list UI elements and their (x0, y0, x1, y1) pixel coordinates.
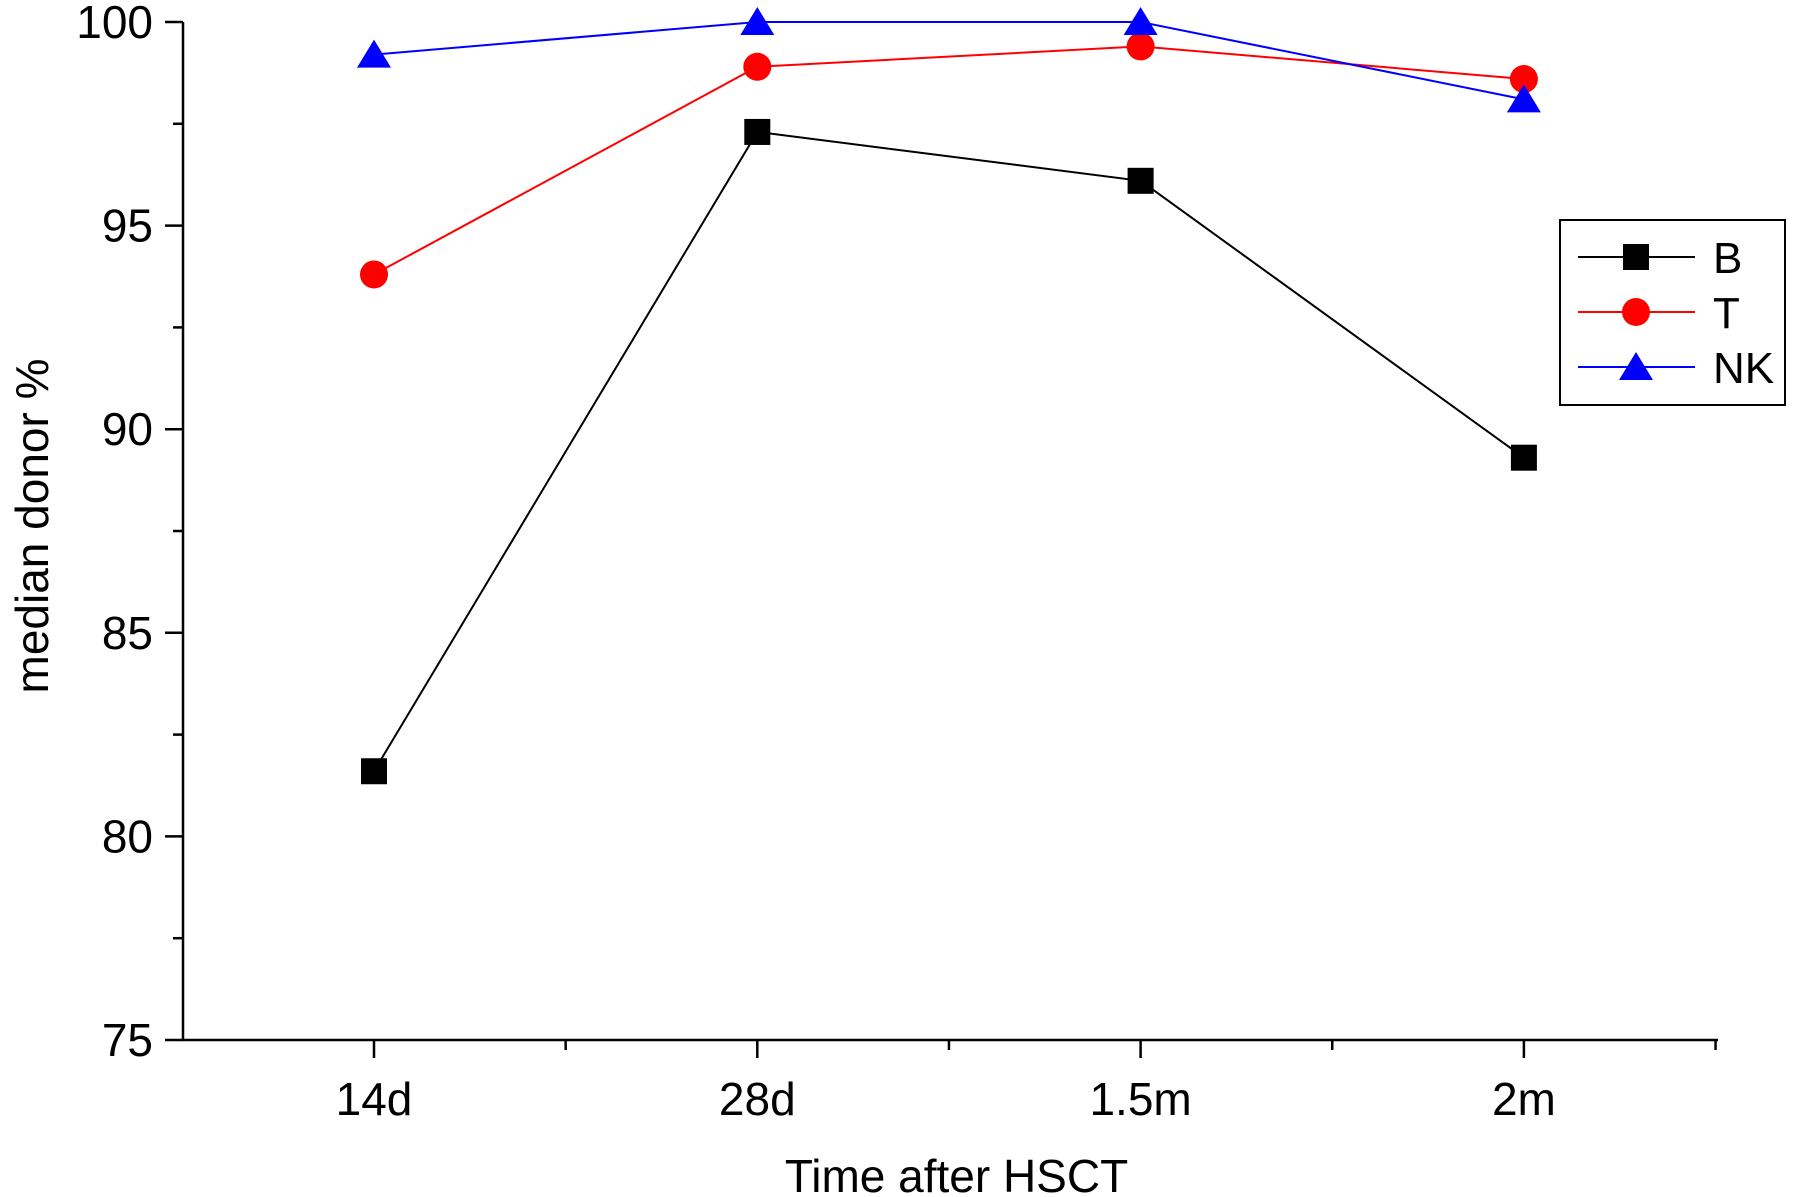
data-point-t (360, 260, 388, 289)
axes: 75 80 85 90 95 100 14d 28d 1.5m 2m (76, 0, 1718, 1125)
series-nk (357, 7, 1541, 113)
legend: BT NK (1559, 219, 1786, 406)
legend-label: NK (1713, 344, 1774, 393)
series-line-b (373, 130, 1525, 772)
data-point-t (1509, 65, 1538, 94)
series-line-nk (373, 21, 1525, 101)
data-point-b (1127, 167, 1154, 194)
legend-item-b: B (1578, 234, 1742, 283)
y-tick-label: 80 (102, 810, 153, 862)
legend-swatch-marker (1622, 298, 1650, 326)
data-point-t (743, 52, 772, 81)
y-tick-label: 75 (102, 1014, 153, 1066)
y-tick-label: 100 (76, 0, 153, 48)
series-b (361, 118, 1537, 785)
data-point-b (1510, 444, 1537, 471)
y-axis-title: median donor % (6, 359, 58, 694)
series-t (360, 32, 1538, 289)
data-point-b (361, 758, 387, 785)
legend-swatch-marker (1623, 244, 1649, 270)
x-tick-label: 2m (1492, 1073, 1556, 1125)
data-point-b (744, 118, 771, 145)
x-tick-label: 1.5m (1089, 1073, 1191, 1125)
data-point-nk (1123, 7, 1158, 35)
series-line-t (373, 45, 1524, 276)
series-layer (357, 7, 1541, 785)
y-tick-label: 85 (102, 607, 153, 659)
x-tick-label: 28d (719, 1073, 796, 1125)
legend-item-t: T (1578, 289, 1740, 338)
legend-item-nk: NK (1578, 344, 1774, 393)
x-axis-title: Time after HSCT (785, 1150, 1128, 1197)
data-point-nk (357, 39, 391, 68)
legend-label: T (1713, 289, 1740, 338)
data-point-nk (1506, 84, 1541, 113)
x-tick-label: 14d (336, 1073, 413, 1125)
y-tick-label: 90 (102, 403, 153, 455)
legend-label: B (1713, 234, 1742, 283)
data-point-nk (740, 7, 775, 35)
y-tick-label: 95 (102, 200, 153, 252)
legend-swatch-marker (1619, 352, 1653, 380)
data-point-t (1126, 32, 1155, 61)
